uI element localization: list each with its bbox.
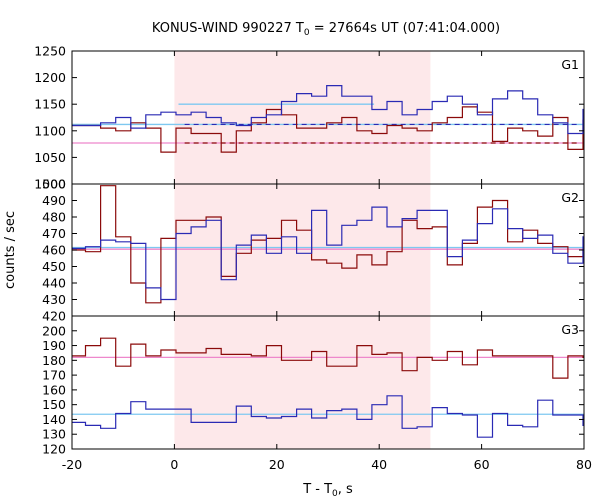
x-tick-label: -20 <box>62 457 82 472</box>
y-tick-label: 130 <box>42 427 66 442</box>
y-tick-label: 460 <box>42 243 66 258</box>
y-tick-label: 1250 <box>34 44 66 59</box>
y-tick-label: 490 <box>42 193 66 208</box>
x-tick-label: 80 <box>576 457 592 472</box>
series-line-blue <box>72 206 584 301</box>
series-line-blue <box>72 395 584 438</box>
x-axis-title: T - T0, s <box>302 482 353 499</box>
panel-frame <box>71 315 585 450</box>
y-axis-title: counts / sec <box>3 211 18 289</box>
y-tick-label: 150 <box>42 397 66 412</box>
panel-label: G2 <box>561 190 579 205</box>
y-tick-label: 190 <box>42 338 66 353</box>
panel-label: G3 <box>561 322 579 337</box>
y-tick-label: 1050 <box>34 150 66 165</box>
y-tick-label: 160 <box>42 382 66 397</box>
y-tick-label: 1200 <box>34 70 66 85</box>
y-tick-label: 140 <box>42 412 66 427</box>
y-tick-label: 500 <box>42 177 66 192</box>
y-tick-label: 420 <box>42 309 66 324</box>
series-line-red <box>72 337 584 379</box>
y-tick-label: 1100 <box>34 123 66 138</box>
y-tick-label: 180 <box>42 353 66 368</box>
y-tick-label: 120 <box>42 442 66 457</box>
highlight-band <box>174 51 431 449</box>
y-tick-label: 200 <box>42 323 66 338</box>
panels: 100010501100115012001250G142043044045046… <box>34 44 592 473</box>
y-tick-label: 1150 <box>34 97 66 112</box>
x-tick-label: 40 <box>371 457 387 472</box>
chart-title: KONUS-WIND 990227 T0 = 27664s UT (07:41:… <box>152 21 500 38</box>
x-tick-label: 0 <box>170 457 178 472</box>
panel-g1: 1000 1050 1100 1150 1200 1250 G1 <box>34 44 585 192</box>
y-tick-label: 1000 <box>34 177 66 192</box>
series-line-red <box>72 106 584 153</box>
panel-label: G1 <box>561 57 579 72</box>
x-tick-labels: -20 0 20 40 60 80 <box>62 457 592 472</box>
y-tick-label: 440 <box>42 276 66 291</box>
x-tick-label: 60 <box>474 457 490 472</box>
y-tick-label: 170 <box>42 368 66 383</box>
series-line-blue <box>72 85 584 135</box>
x-tick-label: 20 <box>269 457 285 472</box>
y-tick-label: 450 <box>42 259 66 274</box>
y-tick-label: 430 <box>42 292 66 307</box>
highlight-region <box>174 51 431 449</box>
y-tick-label: 480 <box>42 210 66 225</box>
y-tick-label: 470 <box>42 226 66 241</box>
